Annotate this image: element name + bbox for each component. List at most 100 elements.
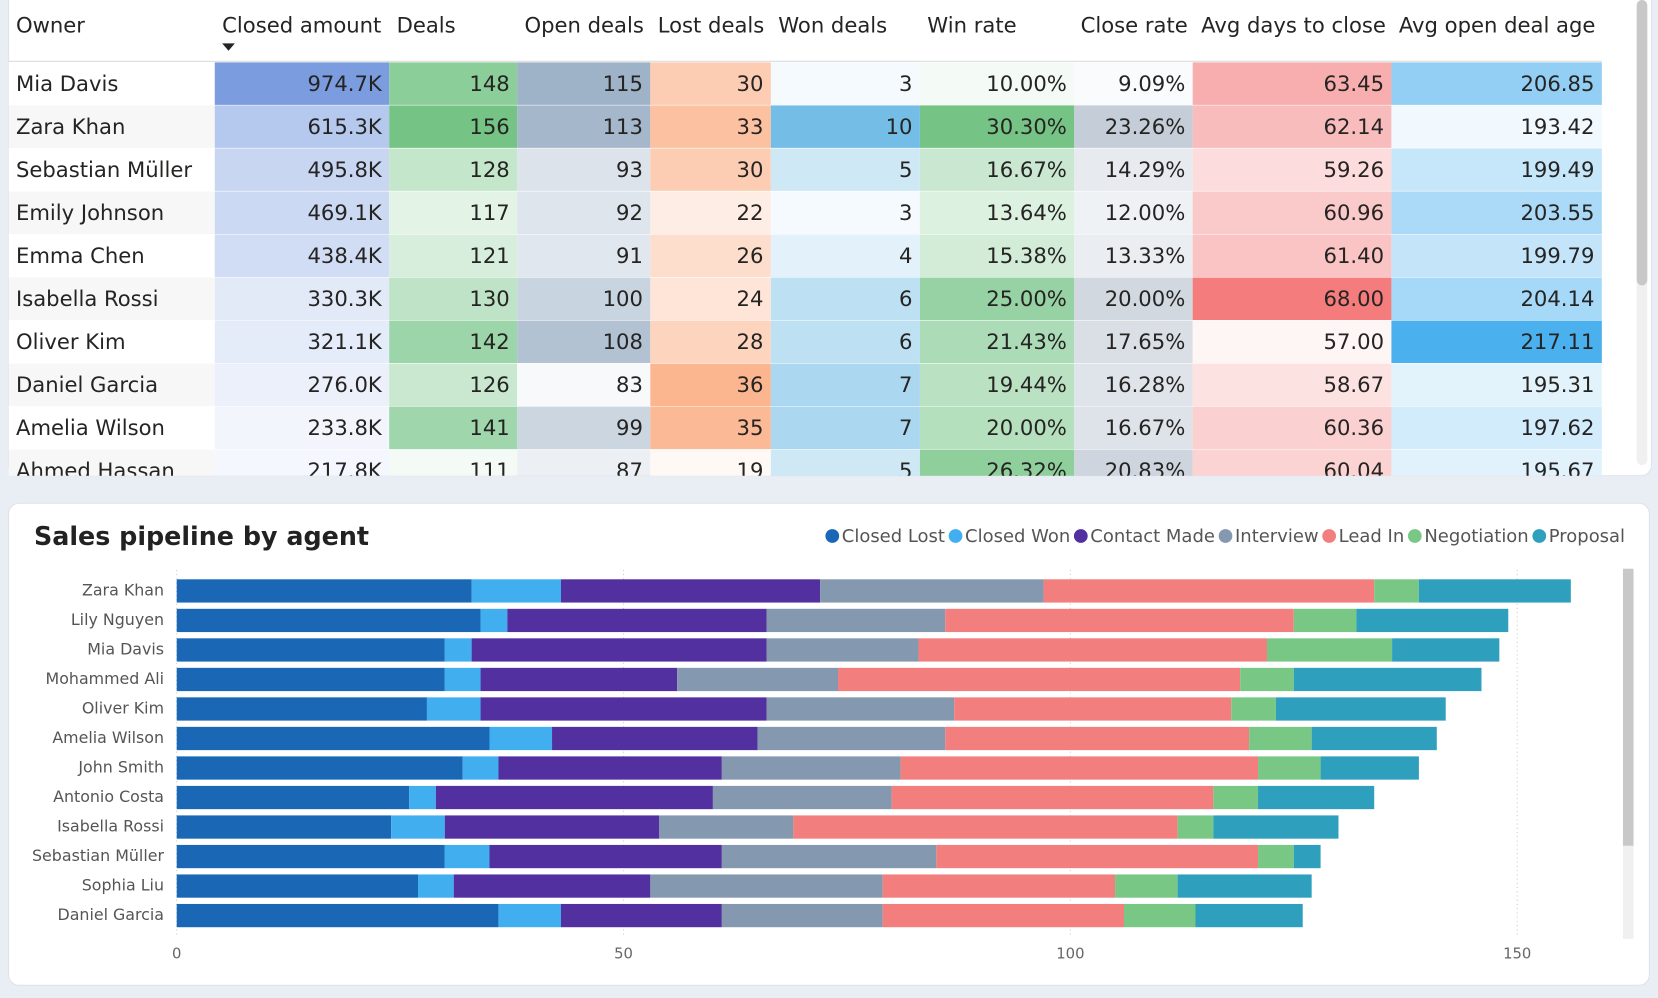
cell-bg [1074,191,1193,235]
y-tick-label: Oliver Kim [82,698,164,717]
scrollbar-thumb[interactable] [1636,0,1648,286]
cell-bg [1192,234,1392,278]
cell-bg [214,449,390,476]
column-header[interactable]: Lost deals [658,12,765,37]
cell-bg [1192,320,1392,364]
value-cell: 26.32% [986,458,1067,483]
legend-label[interactable]: Closed Lost [842,526,945,547]
value-cell: 60.04 [1324,458,1384,483]
legend-label[interactable]: Negotiation [1424,526,1528,547]
legend-marker [1532,529,1547,543]
value-cell: 217.8K [307,458,382,483]
value-cell: 14.29% [1105,157,1186,182]
value-cell: 24 [737,286,764,311]
bar-segment [1043,579,1375,603]
value-cell: 128 [469,157,509,182]
bar-segment [471,638,767,662]
bar-segment [176,844,445,869]
value-cell: 195.31 [1520,372,1594,397]
cell-bg [1192,148,1392,192]
bar-segment [1177,815,1214,839]
value-cell: 9.09% [1118,71,1185,96]
chart-scroll-thumb[interactable] [1622,568,1634,846]
cell-bg [770,363,920,407]
bar-segment [1123,903,1196,928]
bar-segment [1320,756,1419,780]
cell-bg [389,363,518,407]
cell-bg [517,62,651,106]
bar-segment [444,667,481,692]
x-tick-label: 0 [172,946,181,963]
bar-segment [391,815,445,839]
bar-segment [766,638,919,662]
cell-bg [8,62,215,106]
value-cell: 19.44% [986,372,1067,397]
column-header[interactable]: Won deals [778,12,887,37]
value-cell: 58.67 [1324,372,1384,397]
column-header[interactable]: Avg open deal age [1399,12,1596,37]
y-tick-label: Isabella Rossi [57,817,164,836]
column-header[interactable]: Close rate [1081,12,1188,37]
cell-bg [8,105,215,149]
bar-segment [498,756,722,780]
cell-bg [650,234,771,278]
column-header[interactable]: Owner [16,12,85,37]
value-cell: 6 [899,286,912,311]
value-cell: 495.8K [307,157,382,182]
cell-bg [1391,320,1602,364]
legend-label[interactable]: Proposal [1549,526,1625,547]
value-cell: 28 [737,329,764,354]
column-header[interactable]: Closed amount [222,12,381,37]
cell-bg [1074,363,1193,407]
bar-segment [757,726,946,751]
value-cell: 57.00 [1324,329,1384,354]
value-cell: 60.96 [1324,200,1384,225]
cell-bg [517,449,651,476]
bar-segment [462,756,499,780]
cell-bg [770,449,920,476]
bar-segment [176,579,472,603]
bar-segment [1356,608,1509,633]
cell-bg [770,105,920,149]
table: Owner Closed amount Deals Open deals Lost de… [8,12,1602,483]
column-header[interactable]: Deals [397,12,456,37]
legend-label[interactable]: Contact Made [1090,526,1215,547]
column-header[interactable]: Win rate [927,12,1016,37]
cell-bg [1391,449,1602,476]
cell-bg [1192,363,1392,407]
legend-label[interactable]: Interview [1235,526,1319,547]
cell-bg [1391,191,1602,235]
legend-label[interactable]: Closed Won [965,526,1070,547]
bar-segment [176,608,481,633]
value-cell: 5 [899,458,912,483]
bar-segment [677,667,839,692]
bar-segment [489,726,553,751]
bar-segment [507,608,767,633]
value-cell: 469.1K [307,200,382,225]
bar-segment [954,697,1232,721]
column-header[interactable]: Avg days to close [1201,12,1386,37]
bar-segment [1249,726,1312,751]
y-tick-label: Sebastian Müller [32,846,164,865]
value-cell: 6 [899,329,912,354]
bar-segment [721,903,883,928]
bar-segment [176,903,499,928]
cell-bg [8,363,215,407]
cell-bg [517,148,651,192]
column-header[interactable]: Open deals [525,12,644,37]
value-cell: 13.64% [986,200,1067,225]
cell-bg [214,234,390,278]
bar-segment [480,667,678,692]
value-cell: 33 [737,114,764,139]
bar-segment [838,667,1241,692]
bar-segment [489,844,722,869]
legend-label[interactable]: Lead In [1339,526,1405,547]
cell-bg [650,320,771,364]
cell-bg [8,148,215,192]
value-cell: 217.11 [1520,329,1594,354]
cell-bg [770,62,920,106]
bar-segment [560,579,821,603]
cell-bg [770,277,920,321]
value-cell: 12.00% [1105,200,1186,225]
value-cell: 130 [469,286,509,311]
